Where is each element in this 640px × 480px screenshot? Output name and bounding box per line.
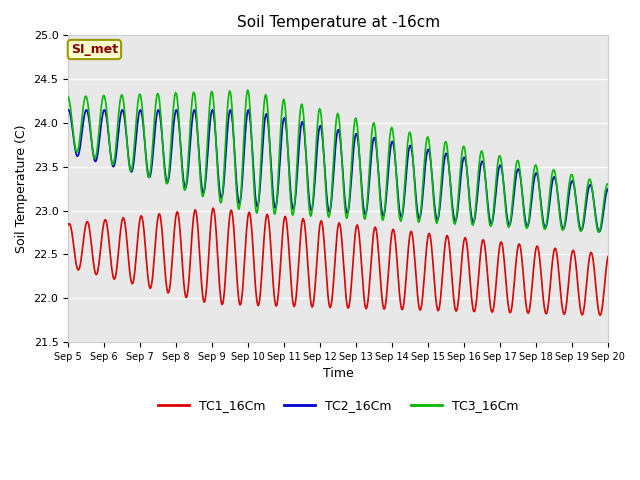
- Legend: TC1_16Cm, TC2_16Cm, TC3_16Cm: TC1_16Cm, TC2_16Cm, TC3_16Cm: [153, 394, 524, 417]
- X-axis label: Time: Time: [323, 367, 353, 380]
- Text: SI_met: SI_met: [71, 43, 118, 56]
- Title: Soil Temperature at -16cm: Soil Temperature at -16cm: [237, 15, 440, 30]
- Y-axis label: Soil Temperature (C): Soil Temperature (C): [15, 124, 28, 253]
